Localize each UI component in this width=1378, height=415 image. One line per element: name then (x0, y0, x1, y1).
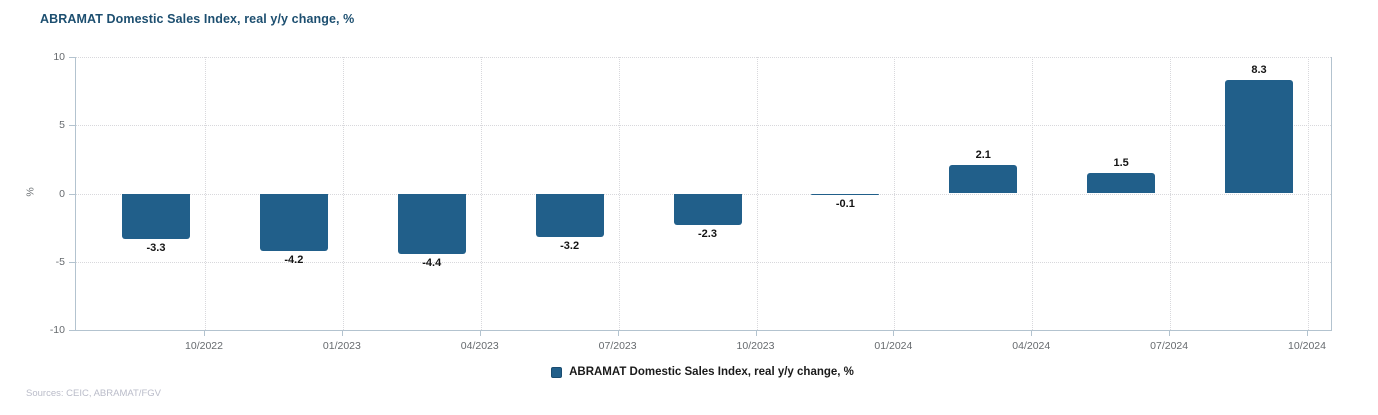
y-tick-label: 10 (53, 51, 65, 63)
x-tick-label: 07/2024 (1150, 340, 1189, 352)
x-gridline (894, 57, 896, 330)
x-tick-label: 07/2023 (598, 340, 637, 352)
bar[interactable] (259, 193, 328, 251)
x-gridline (618, 57, 620, 330)
y-tick-mark (69, 261, 75, 263)
y-gridline (76, 57, 1331, 58)
x-tick-mark (1169, 331, 1171, 336)
y-tick-mark (69, 330, 75, 331)
x-tick-mark (1307, 331, 1308, 336)
legend-label: ABRAMAT Domestic Sales Index, real y/y c… (569, 366, 854, 378)
bar[interactable] (535, 193, 604, 238)
bar[interactable] (811, 193, 880, 196)
bar[interactable] (122, 193, 190, 239)
bar[interactable] (1087, 173, 1156, 194)
x-tick-mark (1031, 331, 1033, 336)
x-tick-label: 10/2022 (185, 340, 223, 352)
bar-value-label: -4.4 (422, 256, 442, 269)
x-tick-mark (479, 331, 481, 336)
y-tick-label: 5 (59, 119, 65, 132)
y-tick-mark (69, 57, 75, 58)
x-gridline (1308, 57, 1309, 330)
x-tick-label: 01/2024 (874, 340, 913, 352)
bar-value-label: 8.3 (1251, 64, 1267, 77)
bar-value-label: -2.3 (698, 227, 717, 240)
chart-title: ABRAMAT Domestic Sales Index, real y/y c… (40, 12, 355, 26)
bar[interactable] (949, 164, 1018, 194)
x-gridline (756, 57, 758, 330)
x-gridline (1170, 57, 1172, 330)
bar[interactable] (1225, 80, 1293, 194)
legend[interactable]: ABRAMAT Domestic Sales Index, real y/y c… (75, 366, 1330, 378)
bar-value-label: -3.3 (146, 241, 166, 254)
plot-area: -3.3 -4.2 -4.4 -3.2 -2.3 -0.1 2.1 1.5 8.3 (75, 57, 1332, 331)
bar-value-label: 1.5 (1113, 157, 1129, 170)
x-tick-mark (893, 331, 895, 336)
bar-value-label: -4.2 (284, 253, 304, 266)
x-tick-label: 01/2023 (322, 340, 361, 352)
bar[interactable] (673, 193, 742, 225)
legend-swatch-icon (551, 366, 563, 378)
bar-value-label: 2.1 (975, 148, 991, 161)
y-tick-label: 0 (59, 187, 65, 200)
x-gridline (205, 57, 206, 330)
x-gridline (480, 57, 482, 330)
y-tick-mark (69, 125, 75, 127)
x-tick-mark (755, 331, 757, 336)
y-gridline (76, 261, 1331, 263)
x-tick-mark (341, 331, 343, 336)
x-tick-label: 04/2023 (460, 340, 499, 352)
x-tick-mark (204, 331, 205, 336)
x-gridline (1032, 57, 1034, 330)
x-gridline (342, 57, 344, 330)
bar-value-label: -3.2 (560, 240, 580, 253)
sources-text: Sources: CEIC, ABRAMAT/FGV (26, 388, 161, 399)
y-tick-mark (69, 193, 75, 195)
y-tick-label: -10 (49, 324, 65, 336)
x-tick-label: 10/2023 (736, 340, 775, 352)
x-tick-mark (617, 331, 619, 336)
bar[interactable] (397, 193, 466, 254)
x-tick-label: 10/2024 (1288, 340, 1326, 352)
x-tick-label: 04/2024 (1012, 340, 1051, 352)
bar-value-label: -0.1 (835, 198, 855, 211)
y-gridline (76, 125, 1331, 127)
y-tick-label: -5 (55, 255, 65, 268)
